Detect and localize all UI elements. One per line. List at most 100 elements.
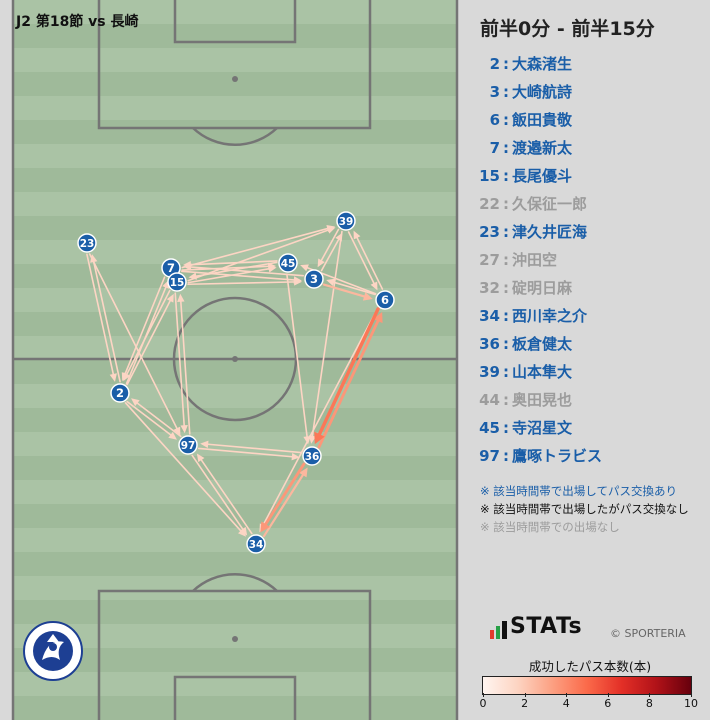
pass-line [180,270,298,281]
note-absent: ※ 該当時間帯での出場なし [480,520,620,534]
player-number: 7 [489,139,500,157]
pass-line [126,400,174,438]
player-name: 長尾優斗 [512,167,573,185]
player-row-2: 2: 大森渚生 [470,50,602,78]
pass-arrowhead [291,453,300,461]
pass-edge-36-to-6 [317,311,383,449]
pitch-stripe [13,576,457,600]
colorbar-tick-mark [483,693,484,697]
pass-arrowhead [362,292,373,301]
pass-arrowhead [168,431,177,440]
colorbar-tick-mark [566,693,568,697]
player-node-circle [167,272,187,292]
pass-edge-23-to-97 [88,253,181,436]
player-row-39: 39: 山本隼大 [470,358,602,386]
note-nopass: ※ 該当時間帯で出場したがパス交換なし [480,502,689,516]
brand-text: STATs [510,614,583,639]
info-panel: 前半0分 - 前半15分 2: 大森渚生 3: 大崎航詩 6: 飯田貴敬 7: 渡邉新太 15:… [470,0,710,720]
pass-edge-36-to-34 [260,462,306,533]
pass-edge-97-to-36 [197,447,300,461]
pass-edge-39-to-36 [308,230,343,444]
player-nodes: 39 23 45 7 3 15 6 2 97 36 34 [77,211,395,554]
pitch-stripe [13,144,457,168]
pitch-area: 39 23 45 7 3 15 6 2 97 36 34 J2 第18節 vs 長崎 [11,0,459,720]
separator: : [503,195,509,213]
colorbar-tick-label: 8 [645,697,653,710]
pass-line [124,289,171,378]
pitch-stripe [13,96,457,120]
player-node-label: 23 [80,238,95,250]
player-node-label: 45 [281,258,296,270]
player-node-label: 97 [181,440,196,452]
pass-line [330,280,376,296]
pitch-stripe [13,384,457,408]
player-number: 45 [479,419,500,437]
pass-line [198,456,253,535]
pass-edge-15-to-2 [123,289,171,382]
pass-arrowhead [123,372,131,382]
separator: : [503,363,509,381]
pass-arrowhead [238,528,247,537]
player-name: 大森渚生 [512,55,573,73]
player-row-44: 44: 奥田晃也 [470,386,602,414]
player-number: 27 [479,251,500,269]
player-node-circle [178,435,198,455]
player-number: 23 [479,223,500,241]
player-name: 碇明日麻 [512,279,573,297]
player-node-3: 3 [304,269,324,289]
pass-arrowhead [326,226,336,234]
player-row-6: 6: 飯田貴敬 [470,106,602,134]
player-number: 32 [479,279,500,297]
player-node-label: 2 [116,386,124,400]
pass-line [126,297,173,386]
pass-arrowhead [196,453,205,463]
pitch-stripe [13,456,457,480]
player-row-3: 3: 大崎航詩 [470,78,602,106]
pass-edge-2-to-34 [124,402,247,537]
pass-arrowhead [200,440,209,448]
pitch-stripe [13,312,457,336]
pass-arrowhead [317,258,325,268]
bottom-penalty-box [97,589,372,720]
player-node-circle [304,269,324,289]
pass-arrowhead [90,254,98,263]
pass-edge-3-to-39 [320,232,343,272]
separator: : [503,111,509,129]
pitch-stripe [13,696,457,720]
colorbar-tick-mark [607,693,609,697]
player-node-label: 34 [249,539,264,551]
player-node-circle [375,290,395,310]
player-row-36: 36: 板倉健太 [470,330,602,358]
pass-line [179,297,191,435]
player-node-15: 15 [167,272,187,292]
separator: : [503,83,509,101]
pass-edge-15-to-97 [174,292,188,434]
pass-edge-6-to-3 [326,278,376,296]
pitch-stripe [13,24,457,48]
player-name: 山本隼大 [512,363,573,381]
colorbar-tick-mark [691,693,692,697]
player-number: 2 [489,55,500,73]
player-row-22: 22: 久保征一郎 [470,190,602,218]
player-row-97: 97: 鷹啄トラビス [470,442,602,470]
pass-network-chart: 39 23 45 7 3 15 6 2 97 36 34 [11,0,459,720]
pass-line [124,402,244,534]
player-node-23: 23 [77,233,97,253]
pass-arrowhead [109,373,117,382]
pass-edge-97-to-2 [131,398,182,438]
player-node-97: 97 [178,435,198,455]
center-circle [172,296,298,422]
colorbar-tick-label: 10 [684,697,698,710]
pass-edge-34-to-36 [262,467,308,538]
top-goal-box [173,0,297,44]
match-label: J2 第18節 vs 長崎 [16,14,139,30]
player-row-7: 7: 渡邉新太 [470,134,602,162]
pitch-boundary [11,0,459,720]
pass-line [187,281,298,286]
player-name: 鷹啄トラビス [512,447,603,465]
pitch-spots [232,76,238,642]
pitch-stripe [13,120,457,144]
pass-arrowhead [370,281,378,291]
player-node-2: 2 [110,383,130,403]
pass-line [311,230,343,440]
